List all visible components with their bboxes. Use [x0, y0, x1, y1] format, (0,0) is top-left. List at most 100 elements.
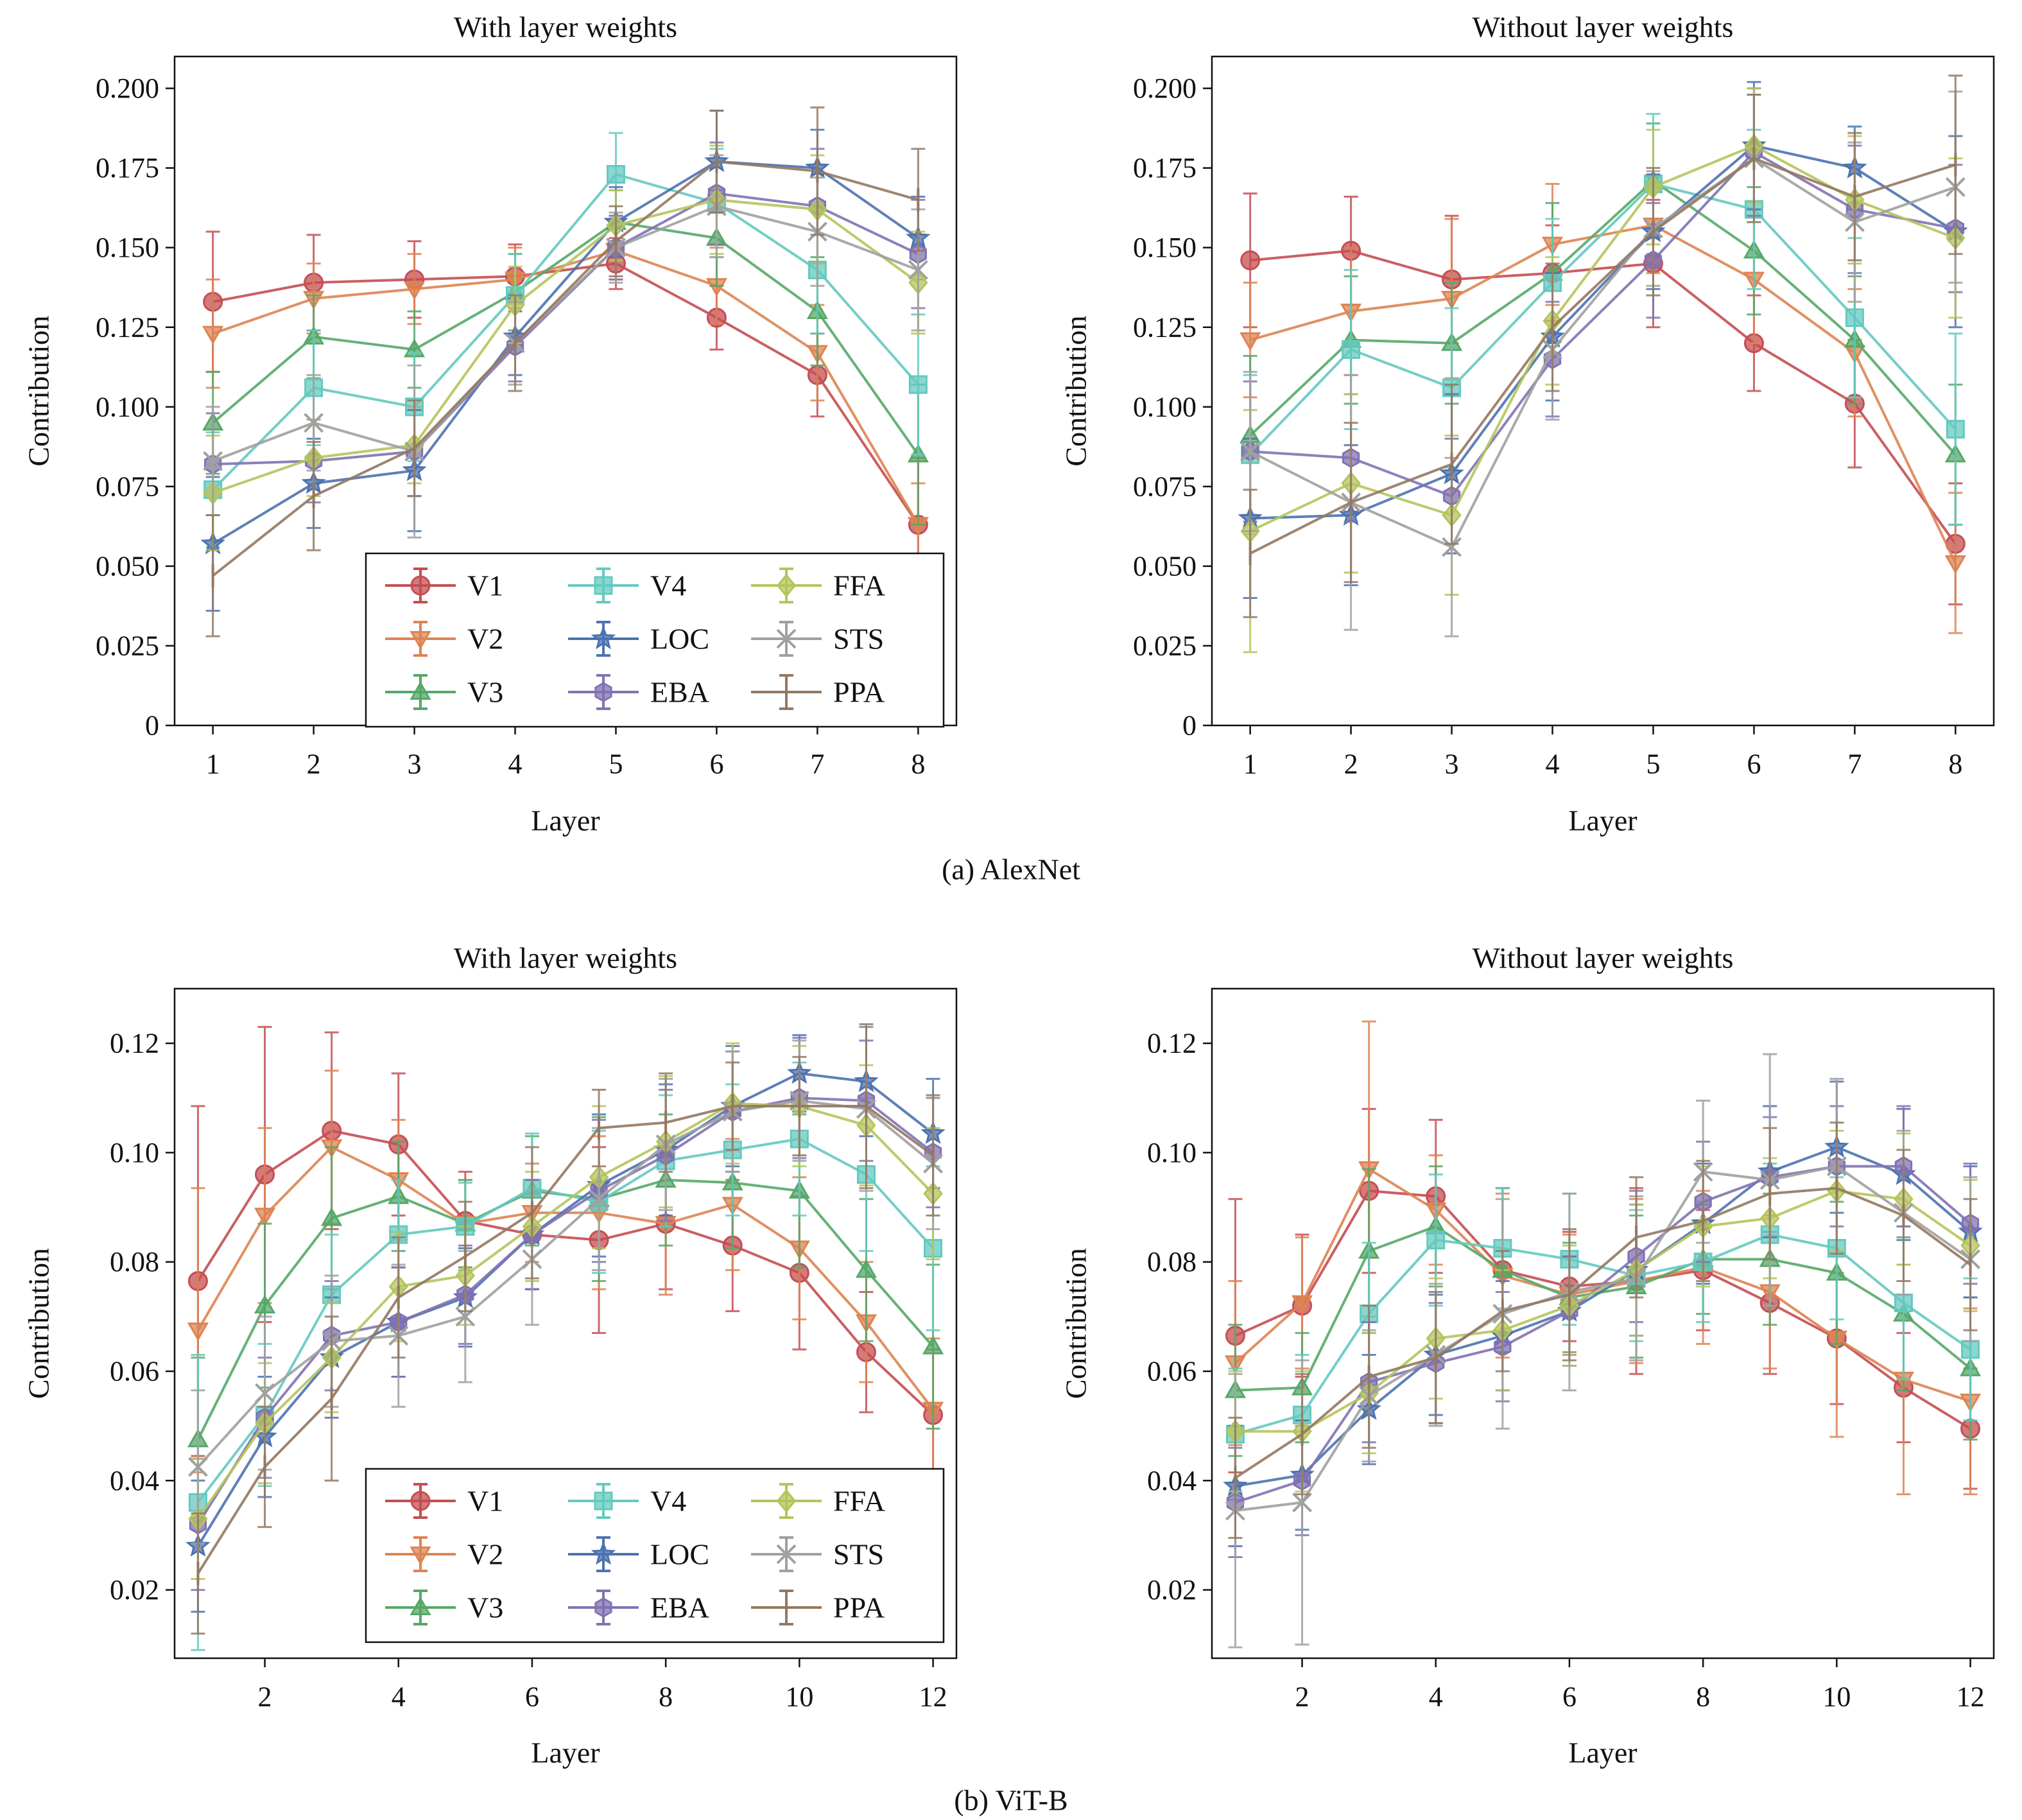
- legend-marker: [776, 1544, 797, 1564]
- series-sts: [1225, 1053, 1980, 1649]
- x-tick-label: 12: [1957, 1681, 1985, 1713]
- chart-title: Without layer weights: [1473, 942, 1734, 975]
- series-line: [212, 198, 919, 494]
- legend-box: [365, 1468, 945, 1643]
- data-point: [855, 1259, 877, 1278]
- x-tick-label: 2: [258, 1681, 272, 1713]
- chart-title: With layer weights: [454, 11, 677, 44]
- series-line: [1250, 144, 1957, 520]
- x-tick-label: 10: [1822, 1681, 1851, 1713]
- plot-frame: [1211, 987, 1995, 1660]
- x-tick-label: 1: [1243, 749, 1257, 780]
- y-tick-label: 0.200: [1133, 73, 1197, 104]
- legend-label: PPA: [833, 1591, 885, 1624]
- chart-panel-4: Without layer weights 0.02 0.04 0.06 0.08 0.1…: [1060, 942, 1995, 1769]
- y-tick-label: 0.075: [1133, 471, 1197, 502]
- y-tick-label: 0.050: [1133, 550, 1197, 582]
- y-tick-label: 0.050: [96, 550, 159, 582]
- legend-label: V1: [467, 569, 503, 602]
- x-tick-label: 8: [659, 1681, 673, 1713]
- y-tick-label: 0: [1182, 710, 1197, 741]
- series-line: [196, 1102, 934, 1520]
- y-tick-label: 0.200: [96, 73, 159, 104]
- data-point: [255, 1383, 275, 1403]
- data-point: [403, 281, 426, 300]
- y-tick-label: 0.10: [110, 1137, 159, 1168]
- series-ppa: [191, 1023, 940, 1635]
- y-tick-label: 0.175: [1133, 152, 1197, 184]
- legend-marker: [410, 680, 431, 700]
- plot-frame: [1211, 55, 1995, 727]
- series-v1: [187, 1026, 944, 1482]
- legend-label: LOC: [650, 623, 709, 655]
- y-tick-label: 0.025: [96, 630, 159, 661]
- legend-label: V1: [467, 1485, 503, 1518]
- y-tick-label: 0.06: [1147, 1356, 1197, 1387]
- y-tick-label: 0.100: [1133, 391, 1197, 422]
- legend-entry-sts: STS: [751, 1536, 884, 1572]
- legend-entry-v4: V4: [568, 568, 686, 603]
- chart-panel-2: Without layer weights 0 0.025 0.050 0.075 0.1…: [1060, 11, 1995, 837]
- y-tick-label: 0.04: [1147, 1465, 1197, 1496]
- legend-label: V4: [650, 1485, 686, 1518]
- series-ppa: [1243, 74, 1963, 618]
- legend-entry-eba: EBA: [568, 674, 709, 710]
- legend-marker: [594, 576, 613, 595]
- data-point: [1944, 555, 1966, 574]
- x-tick-label: 8: [1948, 749, 1962, 780]
- y-tick-label: 0: [145, 710, 159, 741]
- y-axis-label: Contribution: [22, 315, 55, 466]
- legend-label: STS: [833, 1538, 884, 1571]
- x-tick-label: 7: [810, 749, 824, 780]
- data-point: [908, 260, 928, 280]
- series-line: [196, 1129, 934, 1416]
- legend-label: V4: [650, 569, 686, 602]
- series-line: [1250, 249, 1957, 545]
- data-point: [1845, 308, 1864, 327]
- series-line: [212, 205, 919, 463]
- series-line: [212, 160, 919, 545]
- data-point: [202, 325, 224, 345]
- data-point: [1291, 1295, 1313, 1314]
- legend-marker: [410, 631, 431, 650]
- series-v2: [187, 1070, 944, 1482]
- legend-label: EBA: [650, 1591, 709, 1624]
- data-point: [606, 165, 625, 184]
- x-axis-label: Layer: [531, 1737, 600, 1769]
- legend-entry-v3: V3: [385, 1590, 503, 1625]
- series-line: [1235, 1145, 1971, 1487]
- data-point: [1240, 250, 1261, 271]
- data-point: [1240, 441, 1261, 462]
- data-point: [922, 1335, 944, 1355]
- data-point: [1894, 1294, 1913, 1313]
- legend-entry-ffa: FFA: [751, 568, 885, 603]
- chart-panel-1: With layer weights 0 0.025 0.050 0.075 0.100 0…: [22, 11, 958, 837]
- data-point: [188, 1457, 208, 1477]
- legend-entry-eba: EBA: [568, 1590, 709, 1625]
- series-line: [1249, 157, 1957, 549]
- legend-marker: [594, 1491, 613, 1511]
- data-point: [1240, 332, 1261, 351]
- series-line: [1249, 178, 1957, 456]
- legend-entry-v2: V2: [385, 1536, 503, 1572]
- series-line: [196, 1096, 934, 1525]
- legend: V1 V2 V3 V4 LOC EBA FFA STS PPA: [365, 1468, 945, 1643]
- y-tick-label: 0.100: [96, 391, 159, 422]
- y-axis-label: Contribution: [22, 1248, 55, 1399]
- x-tick-label: 8: [1696, 1681, 1710, 1713]
- y-tick-label: 0.12: [1147, 1028, 1197, 1059]
- legend-label: STS: [833, 623, 884, 655]
- series-line: [212, 173, 919, 491]
- data-point: [1442, 537, 1462, 557]
- series-line: [196, 1138, 935, 1504]
- data-point: [1342, 340, 1361, 359]
- legend-marker: [410, 1596, 431, 1615]
- legend-entry-v4: V4: [568, 1483, 686, 1519]
- legend: V1 V2 V3 V4 LOC EBA FFA STS PPA: [365, 552, 945, 728]
- data-point: [1961, 1340, 1980, 1359]
- legend-marker: [410, 1491, 431, 1511]
- series-line: [1235, 1225, 1971, 1392]
- plot-frame: [173, 987, 958, 1660]
- legend-marker: [594, 1597, 612, 1618]
- legend-entry-v1: V1: [385, 568, 503, 603]
